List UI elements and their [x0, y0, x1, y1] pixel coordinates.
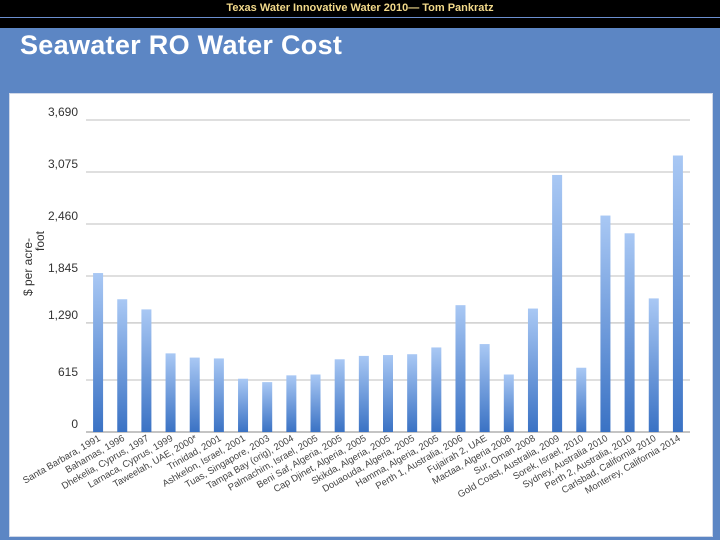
bar	[503, 374, 514, 432]
bar	[262, 382, 273, 432]
bar	[334, 359, 345, 432]
y-tick-label: 3,690	[48, 105, 78, 119]
y-tick-label: 1,845	[48, 261, 78, 275]
bar	[189, 357, 200, 432]
bar	[407, 354, 418, 432]
bar	[238, 378, 249, 432]
bar	[358, 355, 369, 432]
bar	[648, 298, 659, 432]
y-tick-label: 1,290	[48, 308, 78, 322]
y-tick-label: 0	[71, 417, 78, 431]
bar	[383, 355, 393, 432]
bar	[93, 273, 104, 432]
y-axis-label-line-2: foot	[33, 230, 47, 251]
y-tick-label: 2,460	[48, 209, 78, 223]
bar	[213, 358, 224, 432]
bar	[479, 344, 490, 432]
header-caption: Texas Water Innovative Water 2010— Tom P…	[226, 2, 494, 14]
y-axis-label: $ per acre-	[21, 238, 35, 296]
bar	[624, 233, 635, 432]
bar	[310, 374, 321, 432]
bar	[431, 347, 442, 432]
bar	[141, 309, 152, 432]
bar	[576, 367, 587, 432]
y-tick-label: 3,075	[48, 157, 78, 171]
bar	[600, 215, 611, 432]
bar	[672, 155, 683, 432]
page-title: Seawater RO Water Cost	[20, 30, 343, 60]
top-band	[0, 0, 720, 28]
bar	[455, 305, 466, 432]
bar	[552, 174, 563, 432]
bar	[117, 299, 128, 432]
bar	[165, 353, 176, 432]
y-tick-label: 615	[58, 365, 78, 379]
bar	[527, 308, 538, 432]
bar	[286, 375, 297, 432]
